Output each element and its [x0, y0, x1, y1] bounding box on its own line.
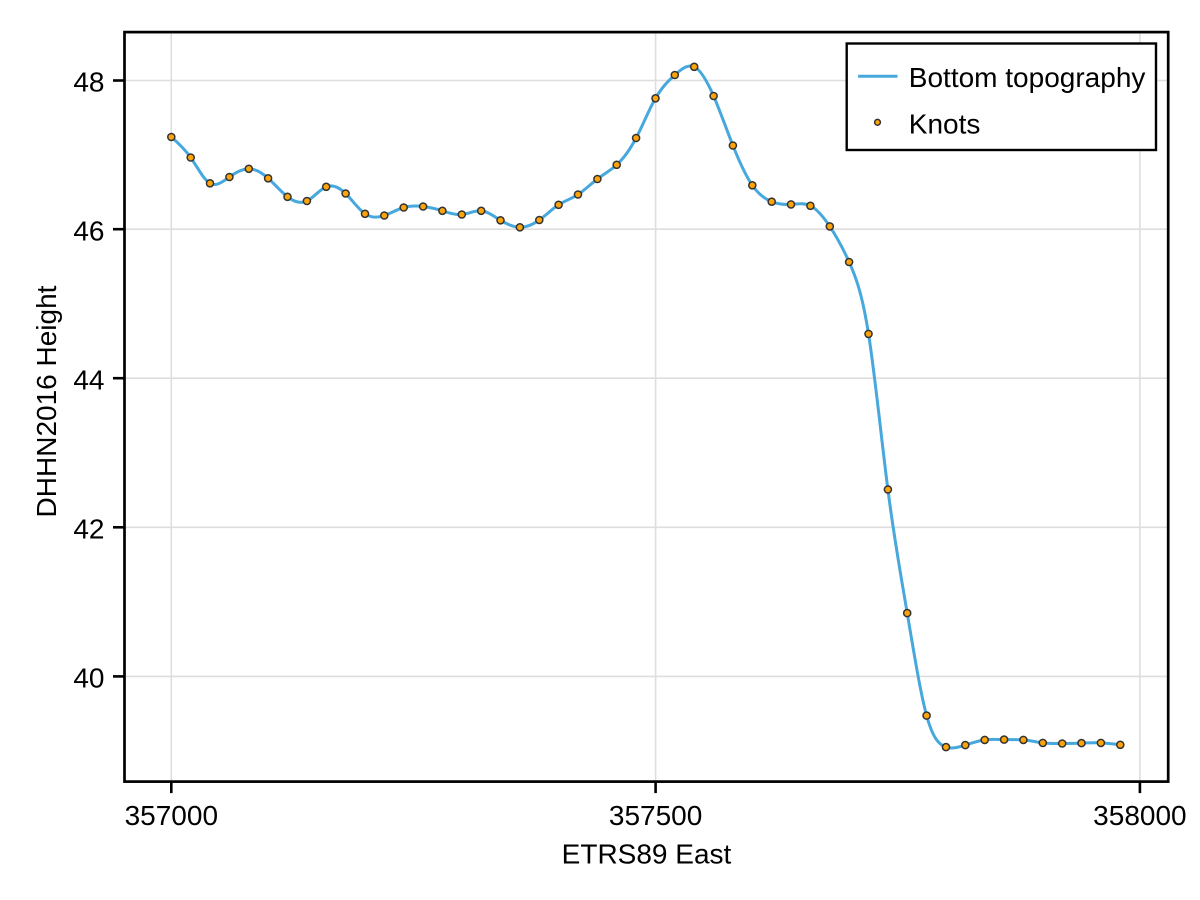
svg-text:Knots: Knots	[909, 109, 981, 140]
svg-text:357000: 357000	[125, 800, 218, 831]
svg-text:ETRS89 East: ETRS89 East	[562, 838, 732, 869]
svg-text:DHHN2016 Height: DHHN2016 Height	[31, 285, 62, 517]
svg-text:357500: 357500	[609, 800, 702, 831]
svg-text:44: 44	[73, 364, 104, 395]
svg-text:Bottom topography: Bottom topography	[909, 62, 1146, 93]
svg-text:48: 48	[73, 67, 104, 98]
svg-text:46: 46	[73, 215, 104, 246]
svg-text:358000: 358000	[1093, 800, 1186, 831]
svg-text:40: 40	[73, 663, 104, 694]
svg-text:42: 42	[73, 514, 104, 545]
